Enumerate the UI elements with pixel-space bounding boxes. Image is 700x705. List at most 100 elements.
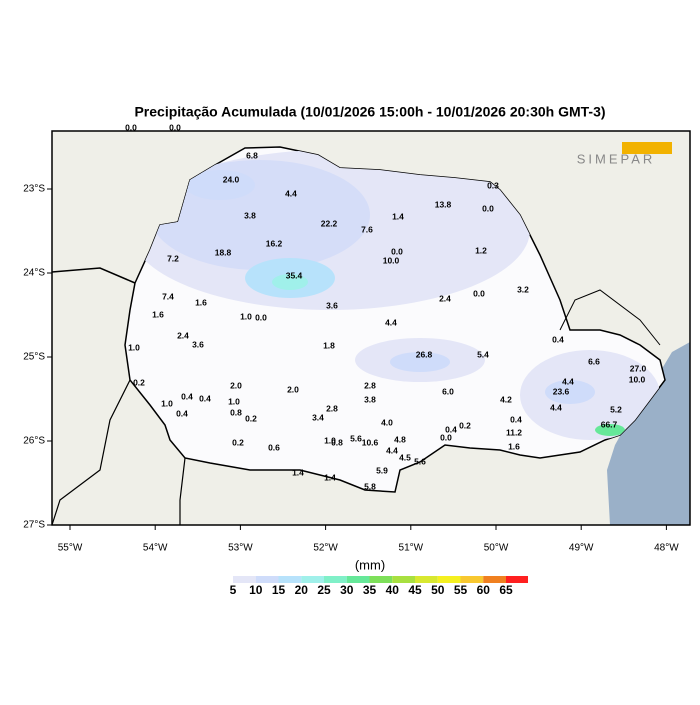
colorbar-segment bbox=[233, 576, 256, 583]
station-value: 2.0 bbox=[287, 384, 299, 394]
precip-field bbox=[130, 150, 660, 440]
station-value: 4.4 bbox=[285, 188, 297, 198]
colorbar-label: 35 bbox=[363, 583, 377, 597]
border bbox=[179, 457, 186, 525]
colorbar-label: 15 bbox=[272, 583, 286, 597]
x-tick-label: 50°W bbox=[484, 543, 509, 554]
station-value: 0.3 bbox=[487, 180, 499, 190]
station-value: 0.2 bbox=[245, 413, 257, 423]
station-value: 10.0 bbox=[383, 255, 400, 265]
border bbox=[51, 379, 131, 526]
station-value: 11.2 bbox=[506, 427, 522, 437]
colorbar-label: 45 bbox=[408, 583, 422, 597]
station-value: 6.8 bbox=[246, 150, 258, 160]
border bbox=[559, 289, 661, 346]
station-value: 1.0 bbox=[324, 435, 336, 445]
colorbar-segment bbox=[460, 576, 484, 583]
station-value: 0.0 bbox=[473, 288, 485, 298]
station-value: 1.2 bbox=[475, 245, 487, 255]
station-value: 5.6 bbox=[414, 456, 426, 466]
station-value: 5.6 bbox=[350, 433, 362, 443]
station-value: 1.4 bbox=[392, 211, 404, 221]
map-frame bbox=[51, 130, 691, 526]
station-value: 1.6 bbox=[508, 441, 520, 451]
station-value: 0.0 bbox=[391, 246, 403, 256]
station-value: 16.2 bbox=[266, 238, 283, 248]
station-value: 0.8 bbox=[331, 437, 343, 447]
station-value: 3.2 bbox=[517, 284, 529, 294]
station-value: 0.0 bbox=[440, 432, 452, 442]
station-value: 1.0 bbox=[161, 398, 173, 408]
x-tick-label: 49°W bbox=[569, 543, 594, 554]
station-value: 3.6 bbox=[326, 300, 338, 310]
station-value: 0.0 bbox=[482, 203, 494, 213]
station-value: 24.0 bbox=[223, 174, 240, 184]
station-value: 1.0 bbox=[240, 311, 252, 321]
station-value: 1.0 bbox=[128, 342, 140, 352]
colorbar-segment bbox=[346, 576, 370, 583]
logo-text: SIMEPAR bbox=[577, 151, 656, 166]
station-value: 18.8 bbox=[215, 247, 232, 257]
station-value: 4.5 bbox=[399, 452, 411, 462]
station-value: 5.2 bbox=[610, 404, 622, 414]
station-value: 10.0 bbox=[629, 374, 646, 384]
station-value: 2.0 bbox=[230, 380, 242, 390]
station-value: 4.0 bbox=[381, 417, 393, 427]
x-tick-label: 54°W bbox=[143, 543, 168, 554]
station-value: 35.4 bbox=[286, 270, 303, 280]
x-tick-label: 51°W bbox=[399, 543, 424, 554]
station-value: 1.8 bbox=[323, 340, 335, 350]
colorbar-segment bbox=[278, 576, 302, 583]
y-tick-label: 25°S bbox=[23, 352, 45, 363]
station-value: 3.6 bbox=[192, 339, 204, 349]
colorbar-segment bbox=[212, 576, 233, 583]
station-value: 0.2 bbox=[232, 437, 244, 447]
station-value: 1.6 bbox=[195, 297, 207, 307]
x-tick-label: 55°W bbox=[58, 543, 83, 554]
station-value: 2.4 bbox=[177, 330, 189, 340]
station-value: 26.8 bbox=[416, 349, 433, 359]
station-value: 2.8 bbox=[364, 380, 376, 390]
station-value: 0.4 bbox=[552, 334, 564, 344]
colorbar-label: 30 bbox=[340, 583, 354, 597]
colorbar-label: 40 bbox=[386, 583, 400, 597]
station-value: 5.9 bbox=[376, 465, 388, 475]
ocean bbox=[607, 342, 690, 525]
station-value: 2.8 bbox=[326, 403, 338, 413]
station-value: 13.8 bbox=[435, 199, 452, 209]
station-value: 22.2 bbox=[321, 218, 338, 228]
colorbar-label: 20 bbox=[295, 583, 309, 597]
station-value: 4.4 bbox=[386, 445, 398, 455]
station-value: 1.4 bbox=[292, 467, 304, 477]
station-value: 0.4 bbox=[176, 408, 188, 418]
station-value: 1.4 bbox=[324, 472, 336, 482]
y-tick-label: 24°S bbox=[23, 268, 45, 279]
colorbar-segment bbox=[392, 576, 415, 583]
station-value: 1.6 bbox=[152, 309, 164, 319]
x-tick-label: 53°W bbox=[228, 543, 253, 554]
colorbar-segment bbox=[437, 576, 461, 583]
title: Precipitação Acumulada (10/01/2026 15:00… bbox=[134, 104, 605, 120]
station-value: 3.4 bbox=[312, 412, 324, 422]
colorbar-label: 65 bbox=[499, 583, 513, 597]
station-value: 7.4 bbox=[162, 291, 174, 301]
station-value: 4.2 bbox=[500, 394, 512, 404]
y-tick-label: 23°S bbox=[23, 184, 45, 195]
station-value: 6.0 bbox=[442, 386, 454, 396]
colorbar-label: 25 bbox=[317, 583, 331, 597]
y-tick-label: 26°S bbox=[23, 436, 45, 447]
x-tick-label: 52°W bbox=[313, 543, 338, 554]
y-tick-label: 27°S bbox=[23, 520, 45, 531]
station-value: 3.8 bbox=[244, 210, 256, 220]
station-value: 0.0 bbox=[169, 122, 181, 132]
colorbar-segment bbox=[483, 576, 506, 583]
colorbar-unit: (mm) bbox=[355, 557, 385, 572]
station-value: 5.4 bbox=[477, 349, 489, 359]
colorbar-label: 5 bbox=[230, 583, 237, 597]
station-value: 5.8 bbox=[364, 481, 376, 491]
station-value: 0.6 bbox=[268, 442, 280, 452]
colorbar-segment bbox=[506, 576, 528, 583]
station-value: 1.0 bbox=[228, 396, 240, 406]
colorbar-label: 55 bbox=[454, 583, 468, 597]
